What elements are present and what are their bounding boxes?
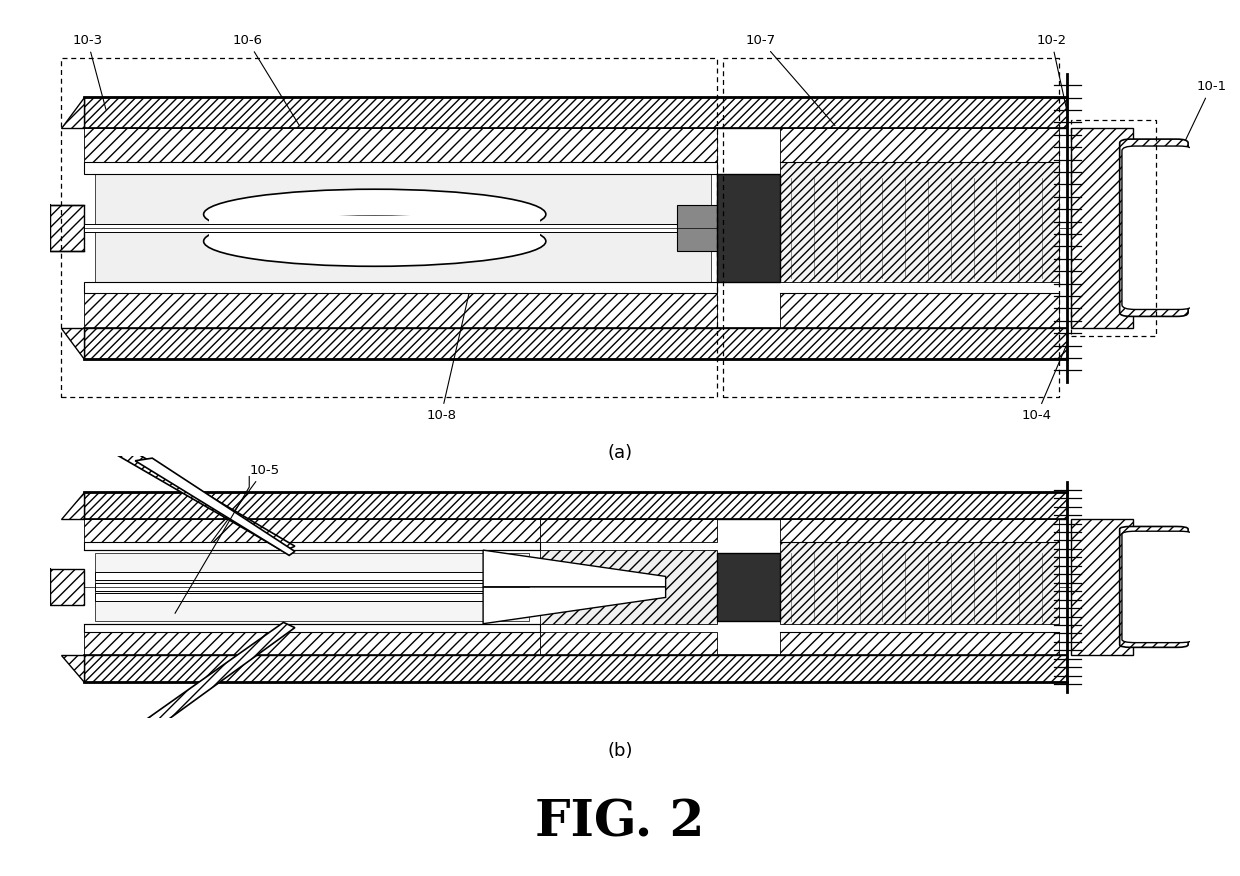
Polygon shape: [61, 655, 84, 682]
Bar: [717, 201, 780, 255]
FancyBboxPatch shape: [1122, 531, 1193, 643]
Text: (a): (a): [608, 443, 632, 462]
Bar: [84, 492, 1068, 519]
Bar: [210, 216, 541, 239]
Bar: [50, 205, 84, 251]
Bar: [61, 58, 717, 398]
Bar: [84, 282, 717, 293]
Bar: [84, 655, 1068, 682]
Text: 10-2: 10-2: [1037, 33, 1066, 109]
Polygon shape: [135, 458, 295, 555]
Text: 10-7: 10-7: [745, 33, 835, 125]
Text: 10-6: 10-6: [232, 33, 299, 125]
Bar: [780, 293, 1059, 328]
Polygon shape: [61, 492, 84, 519]
Text: 10-1: 10-1: [1159, 80, 1226, 194]
Bar: [723, 58, 1059, 398]
Bar: [541, 632, 717, 655]
Bar: [541, 519, 717, 542]
Bar: [84, 224, 717, 231]
Bar: [84, 128, 717, 162]
Bar: [84, 328, 1068, 359]
Text: 10-8: 10-8: [427, 285, 471, 422]
Bar: [1070, 128, 1133, 328]
Polygon shape: [61, 96, 84, 128]
Bar: [95, 594, 528, 602]
Text: 10-3: 10-3: [72, 33, 105, 109]
Polygon shape: [484, 587, 666, 624]
Polygon shape: [118, 622, 295, 739]
Text: FIG. 2: FIG. 2: [536, 799, 704, 848]
Bar: [1070, 519, 1133, 655]
Text: (b): (b): [608, 742, 632, 760]
FancyBboxPatch shape: [1122, 146, 1193, 309]
FancyBboxPatch shape: [1120, 139, 1188, 316]
Bar: [780, 162, 1059, 282]
Bar: [50, 569, 84, 605]
Bar: [95, 173, 712, 282]
Ellipse shape: [203, 189, 546, 239]
Ellipse shape: [203, 216, 546, 266]
FancyBboxPatch shape: [1120, 526, 1188, 647]
Bar: [84, 293, 717, 328]
Bar: [1070, 120, 1156, 336]
Bar: [84, 519, 541, 542]
Bar: [84, 542, 541, 550]
Polygon shape: [95, 442, 295, 552]
Bar: [84, 632, 541, 655]
Bar: [95, 573, 528, 581]
Bar: [84, 624, 541, 632]
Bar: [780, 519, 1059, 542]
Bar: [780, 128, 1059, 162]
Bar: [541, 550, 717, 624]
Bar: [677, 205, 723, 251]
Bar: [780, 632, 1059, 655]
Bar: [95, 553, 528, 621]
Polygon shape: [484, 550, 666, 587]
Bar: [84, 162, 717, 173]
Bar: [780, 542, 1059, 624]
Bar: [717, 553, 780, 621]
Text: 10-4: 10-4: [1022, 346, 1066, 422]
Bar: [95, 583, 528, 591]
Polygon shape: [61, 328, 84, 359]
Bar: [84, 96, 1068, 128]
Text: 10-5: 10-5: [211, 463, 279, 542]
Bar: [717, 173, 780, 282]
